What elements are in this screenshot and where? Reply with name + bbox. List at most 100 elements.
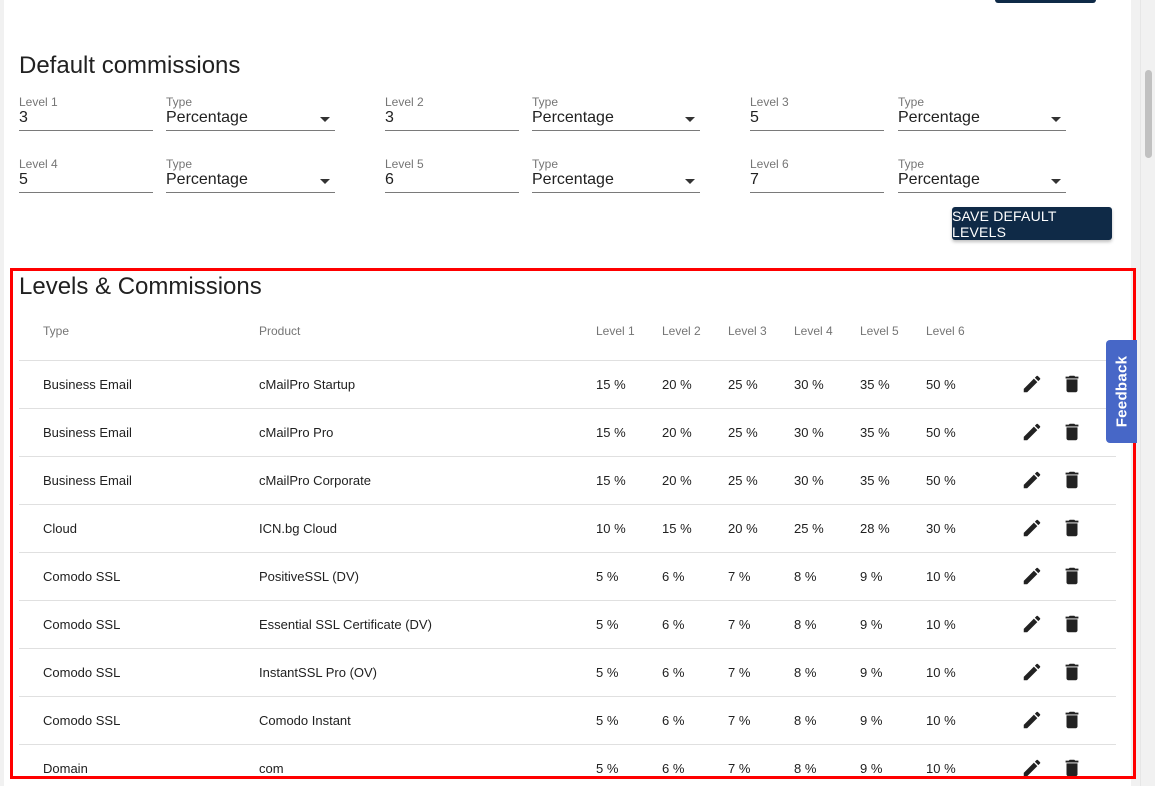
- cell-level-1: 15 %: [596, 377, 626, 392]
- dropdown-arrow-icon: [685, 179, 695, 184]
- dropdown-arrow-icon: [320, 179, 330, 184]
- top-action-button[interactable]: [995, 0, 1096, 3]
- level-6-value: 7: [750, 171, 759, 188]
- cell-type: Business Email: [43, 377, 132, 392]
- cell-level-2: 15 %: [662, 521, 692, 536]
- cell-level-5: 9 %: [860, 665, 883, 680]
- trash-icon[interactable]: [1061, 421, 1083, 443]
- cell-level-3: 7 %: [728, 713, 751, 728]
- column-header-level-4: Level 4: [794, 324, 833, 338]
- dropdown-arrow-icon: [1051, 117, 1061, 122]
- cell-type: Comodo SSL: [43, 665, 121, 680]
- level-6-field[interactable]: Level 6 7: [750, 157, 884, 193]
- level-5-label: Level 5: [385, 157, 424, 171]
- pencil-icon[interactable]: [1021, 421, 1043, 443]
- cell-level-1: 5 %: [596, 617, 619, 632]
- type-value: Percentage: [166, 109, 248, 126]
- pencil-icon[interactable]: [1021, 757, 1043, 779]
- scrollbar[interactable]: [1140, 0, 1155, 786]
- level-1-label: Level 1: [19, 95, 58, 109]
- cell-type: Comodo SSL: [43, 617, 121, 632]
- trash-icon[interactable]: [1061, 373, 1083, 395]
- type-label: Type: [166, 157, 193, 171]
- cell-level-4: 30 %: [794, 473, 824, 488]
- type-value: Percentage: [532, 171, 614, 188]
- default-commissions-title: Default commissions: [19, 52, 241, 79]
- trash-icon[interactable]: [1061, 661, 1083, 683]
- cell-level-2: 6 %: [662, 665, 685, 680]
- level-3-type-select[interactable]: Type Percentage: [898, 95, 1066, 131]
- trash-icon[interactable]: [1061, 469, 1083, 491]
- pencil-icon[interactable]: [1021, 661, 1043, 683]
- type-value: Percentage: [898, 109, 980, 126]
- cell-level-2: 6 %: [662, 617, 685, 632]
- level-5-field[interactable]: Level 5 6: [385, 157, 519, 193]
- pencil-icon[interactable]: [1021, 517, 1043, 539]
- cell-product: cMailPro Startup: [259, 377, 356, 392]
- dropdown-arrow-icon: [1051, 179, 1061, 184]
- cell-level-5: 35 %: [860, 473, 890, 488]
- scrollbar-thumb[interactable]: [1145, 70, 1152, 158]
- cell-level-3: 7 %: [728, 761, 751, 776]
- cell-level-6: 10 %: [926, 761, 956, 776]
- cell-product: Essential SSL Certificate (DV): [259, 617, 432, 632]
- cell-level-5: 28 %: [860, 521, 890, 536]
- cell-level-6: 50 %: [926, 473, 956, 488]
- level-5-type-select[interactable]: Type Percentage: [532, 157, 700, 193]
- type-label: Type: [898, 157, 925, 171]
- type-label: Type: [898, 95, 925, 109]
- level-4-field[interactable]: Level 4 5: [19, 157, 153, 193]
- pencil-icon[interactable]: [1021, 373, 1043, 395]
- feedback-tab[interactable]: Feedback: [1106, 340, 1137, 443]
- pencil-icon[interactable]: [1021, 709, 1043, 731]
- cell-level-1: 5 %: [596, 761, 619, 776]
- column-header-type: Type: [43, 324, 70, 338]
- column-header-level-5: Level 5: [860, 324, 899, 338]
- cell-product: Comodo Instant: [259, 713, 351, 728]
- pencil-icon[interactable]: [1021, 565, 1043, 587]
- cell-type: Business Email: [43, 473, 132, 488]
- table-row: Domain com 5 % 6 % 7 % 8 % 9 % 10 %: [19, 744, 1116, 786]
- level-6-label: Level 6: [750, 157, 789, 171]
- level-2-type-select[interactable]: Type Percentage: [532, 95, 700, 131]
- pencil-icon[interactable]: [1021, 469, 1043, 491]
- cell-level-3: 7 %: [728, 569, 751, 584]
- trash-icon[interactable]: [1061, 709, 1083, 731]
- cell-level-2: 20 %: [662, 377, 692, 392]
- trash-icon[interactable]: [1061, 613, 1083, 635]
- level-4-type-select[interactable]: Type Percentage: [166, 157, 335, 193]
- level-3-field[interactable]: Level 3 5: [750, 95, 884, 131]
- cell-level-4: 8 %: [794, 761, 817, 776]
- cell-level-6: 10 %: [926, 617, 956, 632]
- cell-level-5: 9 %: [860, 761, 883, 776]
- trash-icon[interactable]: [1061, 565, 1083, 587]
- trash-icon[interactable]: [1061, 517, 1083, 539]
- cell-product: com: [259, 761, 284, 776]
- level-6-type-select[interactable]: Type Percentage: [898, 157, 1066, 193]
- level-2-field[interactable]: Level 2 3: [385, 95, 519, 131]
- level-1-type-select[interactable]: Type Percentage: [166, 95, 335, 131]
- cell-level-3: 25 %: [728, 425, 758, 440]
- trash-icon[interactable]: [1061, 757, 1083, 779]
- cell-level-1: 10 %: [596, 521, 626, 536]
- cell-type: Domain: [43, 761, 88, 776]
- type-value: Percentage: [898, 171, 980, 188]
- table-row: Cloud ICN.bg Cloud 10 % 15 % 20 % 25 % 28 % 30 …: [19, 504, 1116, 552]
- table-row: Comodo SSL Essential SSL Certificate (DV)…: [19, 600, 1116, 648]
- level-1-field[interactable]: Level 1 3: [19, 95, 153, 131]
- type-label: Type: [532, 157, 559, 171]
- pencil-icon[interactable]: [1021, 613, 1043, 635]
- save-default-levels-button[interactable]: SAVE DEFAULT LEVELS: [952, 207, 1112, 240]
- cell-product: ICN.bg Cloud: [259, 521, 338, 536]
- cell-level-4: 8 %: [794, 713, 817, 728]
- column-header-level-6: Level 6: [926, 324, 965, 338]
- column-header-level-2: Level 2: [662, 324, 701, 338]
- cell-level-1: 15 %: [596, 473, 626, 488]
- cell-level-6: 30 %: [926, 521, 956, 536]
- dropdown-arrow-icon: [685, 117, 695, 122]
- cell-level-6: 10 %: [926, 713, 956, 728]
- cell-level-5: 9 %: [860, 713, 883, 728]
- level-3-value: 5: [750, 109, 759, 126]
- cell-level-3: 25 %: [728, 473, 758, 488]
- type-value: Percentage: [532, 109, 614, 126]
